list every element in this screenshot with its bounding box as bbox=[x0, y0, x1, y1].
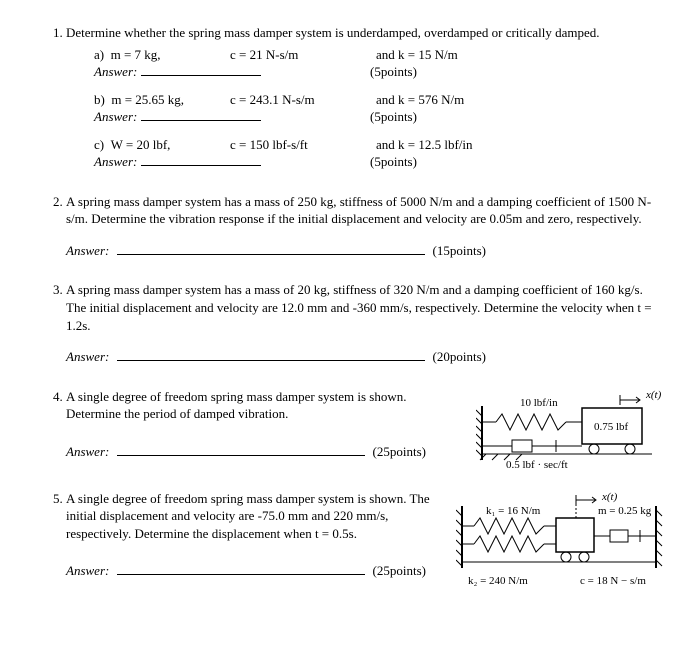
question-5: A single degree of freedom spring mass d… bbox=[66, 490, 666, 590]
answer-label: Answer: bbox=[66, 348, 109, 366]
q1-part-a: a) m = 7 kg, c = 21 N-s/m and k = 15 N/m bbox=[66, 46, 666, 64]
answer-blank[interactable] bbox=[117, 348, 424, 361]
q4-figure: x(t) 10 lbf/in 0.75 lbf bbox=[476, 388, 666, 468]
q3-answer-row: Answer: (20points) bbox=[66, 348, 486, 366]
fig-k1: k₁ = 16 N/m bbox=[486, 505, 541, 517]
part-c: c = 243.1 N-s/m bbox=[230, 91, 370, 109]
part-m: W = 20 lbf, bbox=[111, 137, 171, 152]
fig-k: 10 lbf/in bbox=[520, 397, 558, 409]
fig-m: m = 0.25 kg bbox=[598, 505, 652, 517]
part-label: a) bbox=[94, 47, 104, 62]
fig-xt: x(t) bbox=[645, 389, 662, 401]
q5-figure: x(t) k₁ = 16 N/m bbox=[456, 490, 666, 590]
q1-part-c: c) W = 20 lbf, c = 150 lbf-s/ft and k = … bbox=[66, 136, 666, 154]
part-c: c = 21 N-s/m bbox=[230, 46, 370, 64]
q4-answer-row: Answer: (25points) bbox=[66, 443, 426, 461]
part-k: and k = 15 N/m bbox=[376, 46, 526, 64]
q2-points: (15points) bbox=[433, 242, 486, 260]
answer-blank[interactable] bbox=[141, 108, 261, 121]
answer-blank[interactable] bbox=[141, 63, 261, 76]
answer-label: Answer: bbox=[66, 242, 109, 260]
part-k: and k = 12.5 lbf/in bbox=[376, 136, 526, 154]
answer-blank[interactable] bbox=[141, 153, 261, 166]
part-points: (5points) bbox=[370, 108, 520, 126]
question-list: Determine whether the spring mass damper… bbox=[48, 24, 666, 590]
fig-c: c = 18 N − s/m bbox=[580, 575, 646, 587]
answer-label: Answer: bbox=[66, 562, 109, 580]
q5-points: (25points) bbox=[373, 562, 426, 580]
fig-xt: x(t) bbox=[601, 491, 618, 503]
part-points: (5points) bbox=[370, 153, 520, 171]
part-label: c) bbox=[94, 137, 104, 152]
q3-prompt: A spring mass damper system has a mass o… bbox=[66, 281, 666, 334]
answer-blank[interactable] bbox=[117, 562, 364, 575]
fig-k2: k₂ = 240 N/m bbox=[468, 575, 528, 587]
q1-c-answer-row: Answer: (5points) bbox=[66, 153, 666, 171]
q5-prompt: A single degree of freedom spring mass d… bbox=[66, 490, 442, 543]
q4-points: (25points) bbox=[373, 443, 426, 461]
question-1: Determine whether the spring mass damper… bbox=[66, 24, 666, 171]
question-3: A spring mass damper system has a mass o… bbox=[66, 281, 666, 365]
q1-part-b: b) m = 25.65 kg, c = 243.1 N-s/m and k =… bbox=[66, 91, 666, 109]
answer-blank[interactable] bbox=[117, 443, 364, 456]
q1-b-answer-row: Answer: (5points) bbox=[66, 108, 666, 126]
part-points: (5points) bbox=[370, 63, 520, 81]
q1-a-answer-row: Answer: (5points) bbox=[66, 63, 666, 81]
answer-label: Answer: bbox=[66, 443, 109, 461]
fig-c: 0.5 lbf · sec/ft bbox=[506, 459, 568, 468]
q2-prompt: A spring mass damper system has a mass o… bbox=[66, 193, 666, 228]
part-m: m = 25.65 kg, bbox=[111, 92, 184, 107]
question-4: A single degree of freedom spring mass d… bbox=[66, 388, 666, 468]
part-label: b) bbox=[94, 92, 105, 107]
q3-points: (20points) bbox=[433, 348, 486, 366]
part-c: c = 150 lbf-s/ft bbox=[230, 136, 370, 154]
fig-m: 0.75 lbf bbox=[594, 421, 629, 433]
answer-label: Answer: bbox=[94, 154, 137, 169]
q1-prompt: Determine whether the spring mass damper… bbox=[66, 24, 666, 42]
q4-prompt: A single degree of freedom spring mass d… bbox=[66, 388, 462, 423]
answer-label: Answer: bbox=[94, 109, 137, 124]
q2-answer-row: Answer: (15points) bbox=[66, 242, 486, 260]
answer-blank[interactable] bbox=[117, 242, 424, 255]
q5-answer-row: Answer: (25points) bbox=[66, 562, 426, 580]
question-2: A spring mass damper system has a mass o… bbox=[66, 193, 666, 260]
part-m: m = 7 kg, bbox=[111, 47, 161, 62]
part-k: and k = 576 N/m bbox=[376, 91, 526, 109]
answer-label: Answer: bbox=[94, 64, 137, 79]
